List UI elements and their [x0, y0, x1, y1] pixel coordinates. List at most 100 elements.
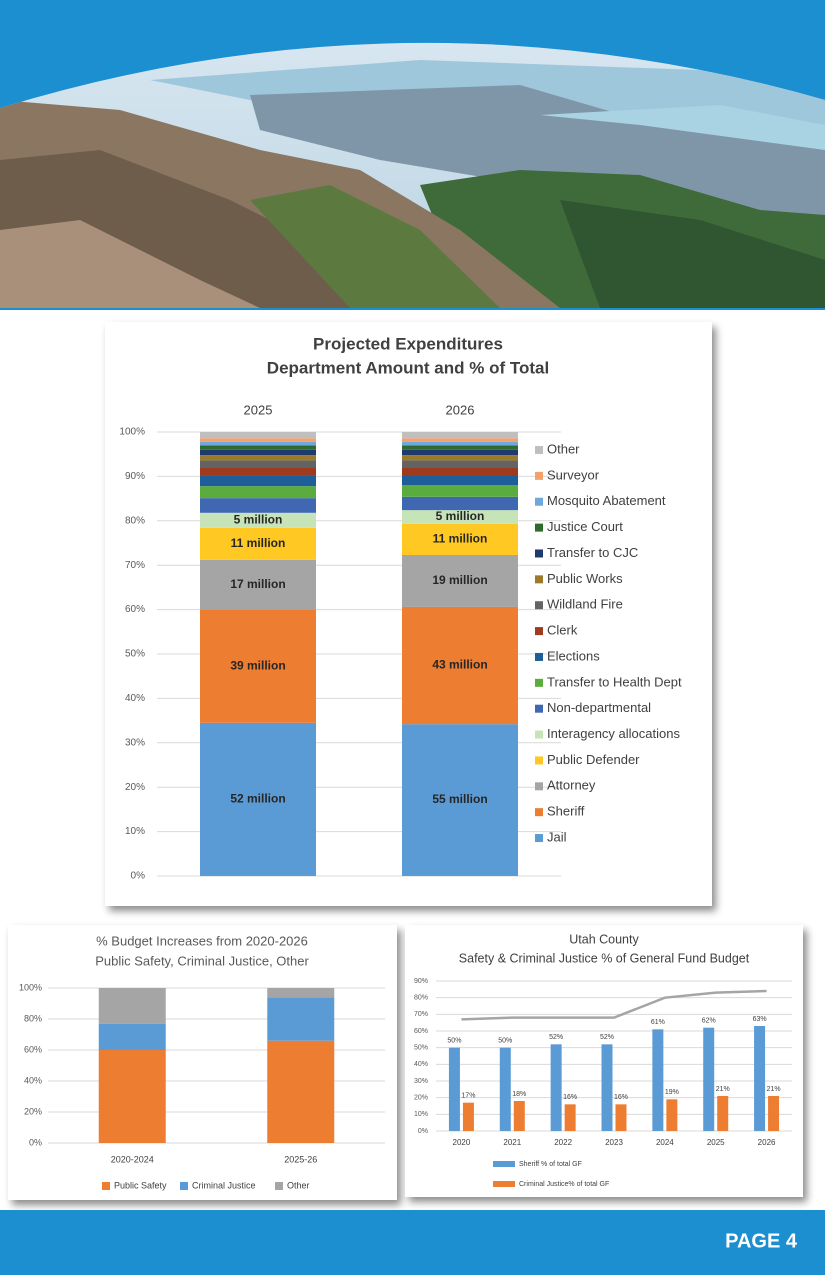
bar-segment: [200, 559, 316, 610]
y-tick-label: 40%: [24, 1075, 42, 1085]
y-tick-label: 0%: [418, 1128, 428, 1135]
legend-label: Attorney: [547, 778, 596, 793]
legend-swatch: [275, 1182, 283, 1190]
bar-segment: [402, 455, 518, 461]
value-label: 16%: [614, 1094, 628, 1101]
y-tick-label: 40%: [414, 1061, 428, 1068]
x-tick-label: 2021: [503, 1138, 521, 1147]
legend-label: Mosquito Abatement: [547, 493, 666, 508]
bar-segment: [550, 1044, 562, 1131]
bar-segment: [98, 988, 166, 1024]
bar-segment: [402, 441, 518, 446]
chart-title: % Budget Increases from 2020-2026: [96, 933, 308, 948]
bar-segment: [402, 432, 518, 439]
header-photo: [0, 42, 825, 309]
bar-segment: [200, 460, 316, 468]
bar-segment: [402, 523, 518, 555]
legend-swatch: [535, 678, 543, 687]
y-tick-label: 60%: [125, 604, 145, 615]
bar-segment: [200, 432, 316, 439]
y-tick-label: 30%: [125, 737, 145, 748]
amount-label: 43 million: [432, 658, 487, 672]
legend-label: Other: [547, 441, 580, 456]
bar-segment: [402, 606, 518, 725]
bar-segment: [402, 554, 518, 607]
y-tick-label: 70%: [414, 1011, 428, 1018]
value-label: 50%: [498, 1038, 512, 1045]
legend-label: Criminal Justice: [192, 1180, 256, 1190]
bar-segment: [200, 467, 316, 476]
y-tick-label: 10%: [414, 1111, 428, 1118]
amount-label: 17 million: [230, 577, 285, 591]
y-tick-label: 10%: [125, 826, 145, 837]
bar-segment: [200, 527, 316, 560]
legend-label: Transfer to CJC: [547, 545, 638, 560]
legend-label: Public Defender: [547, 752, 640, 767]
legend-swatch: [535, 627, 543, 636]
legend-label: Non-departmental: [547, 700, 651, 715]
bar-segment: [267, 1040, 335, 1143]
value-label: 61%: [651, 1019, 665, 1026]
bar-segment: [98, 1050, 166, 1143]
x-tick-label: 2025-26: [284, 1154, 317, 1164]
y-tick-label: 30%: [414, 1078, 428, 1085]
legend-label: Sheriff: [547, 804, 585, 819]
y-tick-label: 60%: [414, 1028, 428, 1035]
x-tick-label: 2025: [707, 1138, 725, 1147]
y-tick-label: 90%: [125, 471, 145, 482]
legend-swatch: [535, 834, 543, 843]
value-label: 21%: [716, 1086, 730, 1093]
amount-label: 55 million: [432, 792, 487, 806]
y-tick-label: 50%: [125, 649, 145, 660]
y-tick-label: 70%: [125, 560, 145, 571]
x-tick-label: 2020-2024: [111, 1154, 154, 1164]
legend-swatch: [535, 549, 543, 558]
legend-label: Public Safety: [114, 1180, 167, 1190]
bar-segment: [402, 460, 518, 468]
amount-label: 5 million: [234, 513, 283, 527]
value-label: 50%: [447, 1038, 461, 1045]
bar-segment: [402, 475, 518, 486]
chart-subtitle: Public Safety, Criminal Justice, Other: [95, 953, 309, 968]
amount-label: 52 million: [230, 792, 285, 806]
legend-swatch: [535, 782, 543, 791]
bar-segment: [402, 438, 518, 442]
bar-segment: [200, 498, 316, 513]
value-label: 52%: [549, 1034, 563, 1041]
value-label: 17%: [461, 1093, 475, 1100]
amount-label: 39 million: [230, 658, 285, 672]
bar-segment: [402, 510, 518, 524]
bar-segment: [200, 445, 316, 450]
y-tick-label: 100%: [119, 427, 145, 438]
bar-segment: [200, 486, 316, 499]
legend-swatch: [493, 1181, 515, 1187]
legend-swatch: [535, 652, 543, 661]
legend-label: Justice Court: [547, 519, 623, 534]
footer-band: [0, 1210, 825, 1275]
chart-title: Projected Expenditures: [313, 334, 503, 353]
bar-segment: [666, 1099, 678, 1131]
y-tick-label: 20%: [125, 782, 145, 793]
bar-segment: [200, 441, 316, 446]
bar-segment: [402, 449, 518, 456]
bar-segment: [601, 1044, 613, 1131]
amount-label: 19 million: [432, 573, 487, 587]
bar-segment: [703, 1027, 715, 1131]
y-tick-label: 20%: [414, 1095, 428, 1102]
bar-segment: [768, 1096, 780, 1131]
value-label: 19%: [665, 1089, 679, 1096]
legend-label: Transfer to Health Dept: [547, 674, 682, 689]
value-label: 16%: [563, 1094, 577, 1101]
legend-swatch: [535, 446, 543, 454]
bar-segment: [652, 1029, 664, 1131]
bar-segment: [200, 722, 316, 876]
bar-segment: [98, 1023, 166, 1050]
legend-label: Surveyor: [547, 467, 600, 482]
bar-segment: [200, 512, 316, 528]
bar-segment: [200, 438, 316, 442]
amount-label: 5 million: [436, 509, 485, 523]
legend-swatch: [535, 471, 543, 480]
legend-swatch: [535, 756, 543, 765]
value-label: 52%: [600, 1034, 614, 1041]
